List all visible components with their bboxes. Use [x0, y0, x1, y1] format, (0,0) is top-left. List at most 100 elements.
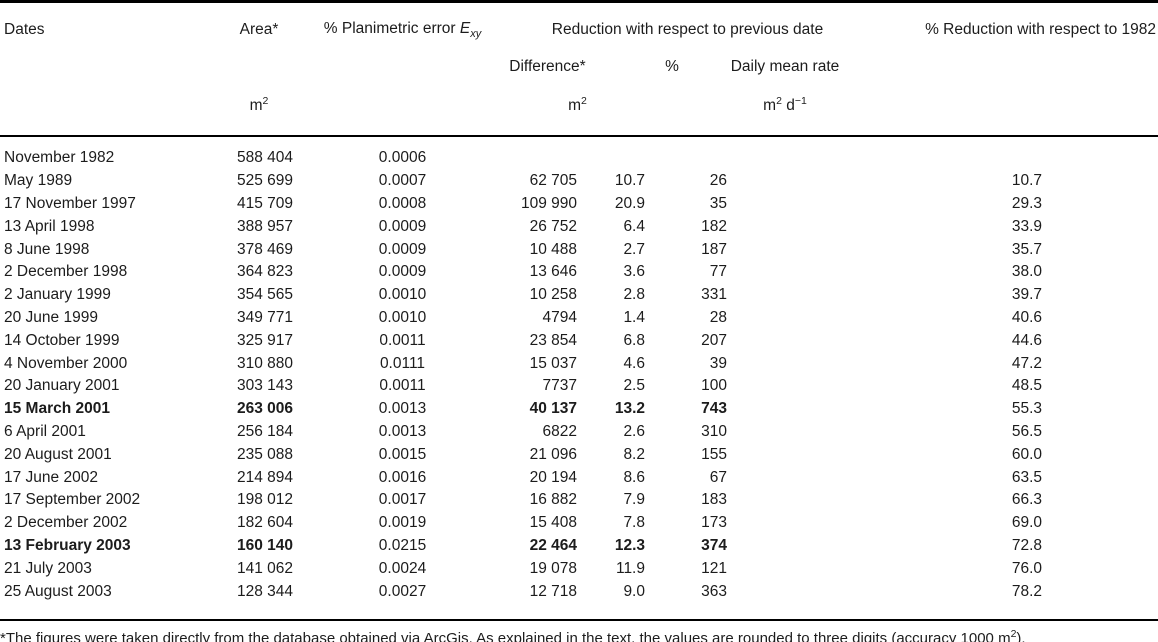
cell-rate: 77: [709, 263, 727, 281]
cell-rate: 28: [709, 308, 727, 326]
cell-error: 0.0019: [378, 514, 427, 532]
cell-error: 0.0009: [378, 263, 427, 281]
cell-red82: 72.8: [1011, 536, 1042, 554]
cell-diff: 6822: [542, 422, 577, 440]
cell-rate: 173: [701, 514, 727, 532]
cell-diff: 4794: [542, 308, 577, 326]
table-row: 21 July 2003 141 062 0.0024 19 078 11.9 121 76…: [0, 557, 1158, 580]
cell-rate: 182: [701, 217, 727, 235]
cell-date: 6 April 2001: [4, 422, 86, 440]
cell-diff: [505, 136, 590, 170]
cell-date: 20 January 2001: [4, 377, 120, 395]
cell-pct: 3.6: [623, 263, 645, 281]
unit-difference: m2: [505, 83, 590, 136]
cell-date: 2 December 1998: [4, 263, 128, 281]
cell-error: 0.0010: [378, 286, 427, 304]
cell-error: 0.0024: [378, 559, 427, 577]
cell-rate: 39: [709, 354, 727, 372]
cell-pct: 12.3: [614, 536, 645, 554]
cell-pct: 7.8: [623, 514, 645, 532]
cell-red82: 69.0: [1011, 514, 1042, 532]
unit-rate-day-base: d: [781, 97, 795, 115]
cell-rate: 67: [709, 468, 727, 486]
cell-error: 0.0009: [378, 217, 427, 235]
table-row: 2 January 1999 354 565 0.0010 10 258 2.8 331 3…: [0, 284, 1158, 307]
cell-date: May 1989: [4, 172, 73, 190]
table-row: 13 April 1998 388 957 0.0009 26 752 6.4 182 33…: [0, 215, 1158, 238]
data-table: Dates Area* % Planimetric error Exy Redu…: [0, 0, 1158, 621]
column-header-difference: Difference*: [509, 58, 586, 75]
cell-red82: 29.3: [1011, 194, 1042, 212]
unit-area-base: m: [249, 97, 263, 115]
cell-date: 25 August 2003: [4, 582, 112, 600]
column-header-dates: Dates: [4, 21, 45, 38]
cell-date: 15 March 2001: [4, 400, 110, 418]
cell-error: 0.0111: [379, 354, 426, 372]
cell-date: 17 June 2002: [4, 468, 98, 486]
cell-pct: 2.8: [623, 286, 645, 304]
cell-red82: 78.2: [1011, 582, 1042, 600]
cell-date: 13 February 2003: [4, 536, 131, 554]
cell-area: 415 709: [236, 194, 293, 212]
cell-error: 0.0007: [378, 172, 427, 190]
cell-date: November 1982: [4, 149, 115, 167]
cell-pct: 9.0: [623, 582, 645, 600]
column-header-percent: %: [665, 58, 679, 75]
cell-date: 17 November 1997: [4, 194, 136, 212]
cell-date: 13 April 1998: [4, 217, 95, 235]
cell-date: 14 October 1999: [4, 331, 120, 349]
cell-rate: 35: [709, 194, 727, 212]
table-row: May 1989 525 699 0.0007 62 705 10.7 26 10.7: [0, 170, 1158, 193]
cell-area: 378 469: [236, 240, 293, 258]
cell-diff: 15 408: [529, 514, 577, 532]
cell-rate: 207: [701, 331, 727, 349]
table-body: November 1982 588 404 0.0006 May 1989 525 69…: [0, 136, 1158, 620]
cell-error: 0.0016: [378, 468, 427, 486]
footnote-text: *The figures were taken directly from th…: [0, 629, 1011, 642]
cell-pct: 2.6: [623, 422, 645, 440]
cell-rate: [700, 136, 870, 170]
cell-red82: 35.7: [1011, 240, 1042, 258]
planimetric-error-subscript: xy: [470, 28, 482, 41]
cell-date: 8 June 1998: [4, 240, 90, 258]
cell-error: 0.0011: [379, 377, 426, 395]
cell-red82: 38.0: [1011, 263, 1042, 281]
cell-date: 20 June 1999: [4, 308, 98, 326]
unit-area-exponent: 2: [262, 94, 269, 107]
cell-error: 0.0015: [378, 445, 427, 463]
cell-date: 4 November 2000: [4, 354, 128, 372]
header-row-units: m2 m2 m2 d−1: [0, 83, 1158, 136]
cell-rate: 363: [701, 582, 727, 600]
table-row: 17 June 2002 214 894 0.0016 20 194 8.6 67 63.5: [0, 466, 1158, 489]
cell-date: 2 December 2002: [4, 514, 128, 532]
cell-error: 0.0017: [378, 491, 427, 509]
cell-pct: 20.9: [614, 194, 645, 212]
table-row: 2 December 1998 364 823 0.0009 13 646 3.6 77 3…: [0, 261, 1158, 284]
cell-diff: 26 752: [529, 217, 577, 235]
cell-rate: 310: [701, 422, 727, 440]
table-row: 20 June 1999 349 771 0.0010 4794 1.4 28 40.6: [0, 307, 1158, 330]
cell-error: 0.0009: [378, 240, 427, 258]
cell-error: 0.0013: [378, 422, 427, 440]
unit-rate-exponent: 2: [776, 94, 782, 107]
cell-area: 141 062: [236, 559, 293, 577]
cell-red82: 55.3: [1011, 400, 1042, 418]
cell-area: 525 699: [236, 172, 293, 190]
unit-daily-mean-rate: m2 d−1: [700, 83, 870, 136]
cell-rate: 374: [701, 536, 727, 554]
cell-area: 303 143: [236, 377, 293, 395]
cell-diff: 22 464: [529, 536, 577, 554]
cell-rate: 26: [709, 172, 727, 190]
cell-rate: 331: [701, 286, 727, 304]
table-row: 15 March 2001 263 006 0.0013 40 137 13.2 743 5…: [0, 398, 1158, 421]
cell-area: 263 006: [236, 400, 293, 418]
cell-diff: 15 037: [529, 354, 577, 372]
cell-area: 128 344: [236, 582, 293, 600]
table-row: 17 November 1997 415 709 0.0008 109 990 20.9…: [0, 193, 1158, 216]
cell-area: 388 957: [236, 217, 293, 235]
cell-pct: 4.6: [623, 354, 645, 372]
column-group-header-reduction-previous: Reduction with respect to previous date: [551, 21, 824, 38]
cell-rate: 743: [701, 400, 727, 418]
cell-pct: 11.9: [615, 559, 645, 577]
cell-pct: 7.9: [623, 491, 645, 509]
